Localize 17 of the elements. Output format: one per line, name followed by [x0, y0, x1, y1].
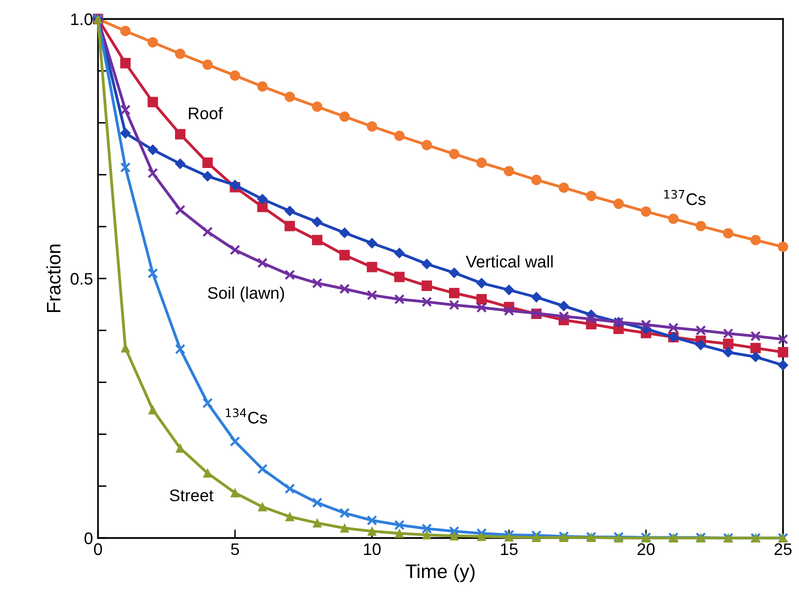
y-tick-label: 0 — [84, 532, 92, 544]
x-tick-label: 5 — [231, 543, 239, 556]
series-label: Vertical wall — [466, 255, 553, 268]
y-tick-label: 1.0 — [71, 13, 92, 26]
series-label: Roof — [188, 107, 223, 120]
series-label: Street — [170, 489, 214, 502]
x-tick-label: 0 — [94, 543, 102, 556]
series-label: $^{137}$Cs — [664, 190, 706, 206]
x-tick-label: 10 — [364, 543, 381, 556]
x-tick-label: 25 — [774, 543, 792, 556]
y-tick-label: 0.5 — [70, 272, 92, 285]
x-tick-label: 15 — [501, 543, 518, 556]
x-tick-label: 20 — [638, 543, 655, 556]
y-axis-title: Fraction — [46, 244, 61, 312]
series-label: $^{134}$Cs — [226, 408, 268, 424]
series-label: Soil (lawn) — [208, 286, 284, 302]
x-axis-title: Time (y) — [406, 564, 475, 582]
